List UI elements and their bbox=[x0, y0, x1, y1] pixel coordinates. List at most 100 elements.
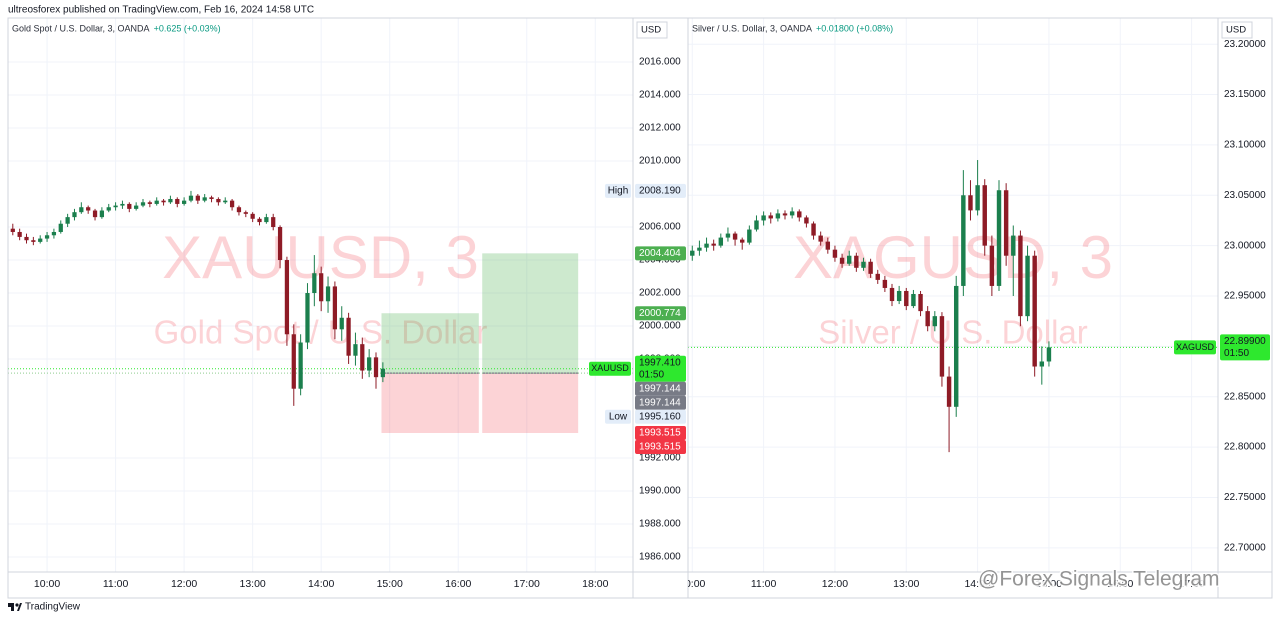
candle-body bbox=[889, 287, 895, 302]
x-tick-label: 14:00 bbox=[308, 578, 334, 590]
candle-body bbox=[181, 200, 187, 204]
y-tick-label: 23.10000 bbox=[1224, 140, 1266, 151]
candle-body bbox=[339, 317, 344, 330]
price-tag-caption: Low bbox=[609, 411, 628, 422]
candle-body bbox=[868, 261, 873, 274]
candle-body bbox=[825, 241, 831, 250]
candle-body bbox=[79, 207, 84, 213]
x-tick-label: 15:00 bbox=[377, 578, 403, 590]
price-tag-label: 1997.144 bbox=[639, 383, 681, 394]
candle-body bbox=[367, 357, 372, 371]
candle-body bbox=[161, 200, 166, 203]
candle-body bbox=[284, 260, 290, 335]
candle-body bbox=[1011, 235, 1016, 256]
candle-body bbox=[996, 190, 1002, 286]
candle-body bbox=[17, 231, 22, 237]
candle-body bbox=[44, 235, 50, 239]
price-tag-label: 2008.190 bbox=[639, 186, 681, 197]
name-watermark: Silver / U.S. Dollar bbox=[818, 314, 1088, 351]
y-tick-label: 23.20000 bbox=[1224, 39, 1266, 50]
name-watermark: Gold Spot / U.S. Dollar bbox=[154, 314, 488, 351]
currency-label: USD bbox=[641, 25, 661, 36]
candle-body bbox=[168, 198, 173, 203]
overlay-watermark: @Forex Signals Telegram bbox=[978, 568, 1220, 591]
y-tick-label: 2012.000 bbox=[639, 123, 681, 134]
candle-body bbox=[305, 293, 310, 343]
candle-body bbox=[875, 273, 880, 280]
time-axis: 10:00 11:00 12:00 13:00 14:00 15:00 16:00 17:00… bbox=[34, 578, 609, 590]
x-tick-label: 17:00 bbox=[514, 578, 540, 590]
candle-body bbox=[298, 342, 303, 389]
candle-body bbox=[1039, 361, 1045, 367]
candle-body bbox=[250, 213, 255, 219]
candle-body bbox=[725, 233, 731, 238]
last-price-tag bbox=[1220, 334, 1270, 361]
candle-body bbox=[154, 200, 159, 204]
y-tick-label: 22.75000 bbox=[1224, 492, 1266, 503]
price-tag bbox=[635, 409, 686, 424]
candle-body bbox=[353, 344, 358, 356]
candle-body bbox=[38, 238, 43, 242]
legend-title: Gold Spot / U.S. Dollar, 3, OANDA bbox=[12, 23, 150, 33]
y-tick-label: 23.05000 bbox=[1224, 190, 1266, 201]
x-tick-label: 14:00 bbox=[964, 578, 990, 590]
x-tick-label: 16:00 bbox=[1107, 578, 1133, 590]
candle-body bbox=[775, 213, 781, 219]
candle-body bbox=[229, 200, 235, 208]
candle-body bbox=[216, 198, 221, 203]
candle-body bbox=[31, 240, 36, 242]
y-tick-label: 22.80000 bbox=[1224, 442, 1266, 453]
legend-change: +0.625 (+0.03%) bbox=[154, 23, 221, 33]
y-tick-label: 2010.000 bbox=[639, 156, 681, 167]
candle-body bbox=[188, 195, 194, 201]
candle-body bbox=[896, 290, 902, 302]
candle-body bbox=[718, 237, 724, 246]
x-tick-label: 10:00 bbox=[679, 578, 705, 590]
candle-body bbox=[236, 207, 242, 213]
candle-body bbox=[982, 185, 987, 246]
candle-body bbox=[847, 255, 852, 264]
price-tag-caption: High bbox=[608, 186, 629, 197]
x-tick-label: 12:00 bbox=[822, 578, 848, 590]
candle-body bbox=[147, 202, 152, 204]
candle-body bbox=[86, 207, 91, 211]
footer-logo bbox=[8, 603, 22, 611]
y-tick-label: 1988.000 bbox=[639, 519, 681, 530]
candle-body bbox=[1046, 347, 1052, 362]
position-stop-zone bbox=[482, 373, 579, 434]
candle-body bbox=[312, 273, 317, 294]
candle-body bbox=[989, 245, 995, 286]
candle-body bbox=[711, 243, 716, 246]
symbol-tag bbox=[1174, 340, 1216, 355]
candle-body bbox=[243, 212, 248, 214]
candle-body bbox=[1003, 190, 1009, 256]
candle-body bbox=[1018, 235, 1023, 317]
price-tag-label: 1997.144 bbox=[639, 397, 681, 408]
last-price-tag bbox=[635, 355, 686, 382]
position-stop-zone bbox=[381, 373, 479, 434]
price-tag bbox=[635, 440, 686, 455]
price-tag-caption-box bbox=[605, 183, 631, 198]
price-tag-label: 1993.515 bbox=[639, 442, 681, 453]
candle-body bbox=[106, 207, 111, 211]
candle-body bbox=[754, 220, 759, 230]
x-tick-label: 18:00 bbox=[582, 578, 608, 590]
x-tick-label: 13:00 bbox=[240, 578, 266, 590]
candle-body bbox=[92, 210, 98, 218]
candle-body bbox=[120, 203, 125, 206]
candle-body bbox=[804, 217, 809, 224]
price-tag bbox=[635, 395, 686, 410]
currency-label: USD bbox=[1226, 25, 1246, 36]
candle-body bbox=[332, 286, 338, 330]
candle-body bbox=[797, 211, 802, 218]
candle-body bbox=[10, 228, 15, 232]
price-tag bbox=[635, 426, 686, 441]
candle-body bbox=[271, 217, 276, 228]
candle-body bbox=[58, 223, 63, 232]
y-tick-label: 2000.000 bbox=[639, 321, 681, 332]
candle-body bbox=[932, 316, 938, 327]
candle-body bbox=[24, 236, 29, 241]
candle-body bbox=[380, 368, 385, 378]
candle-body bbox=[839, 257, 845, 264]
